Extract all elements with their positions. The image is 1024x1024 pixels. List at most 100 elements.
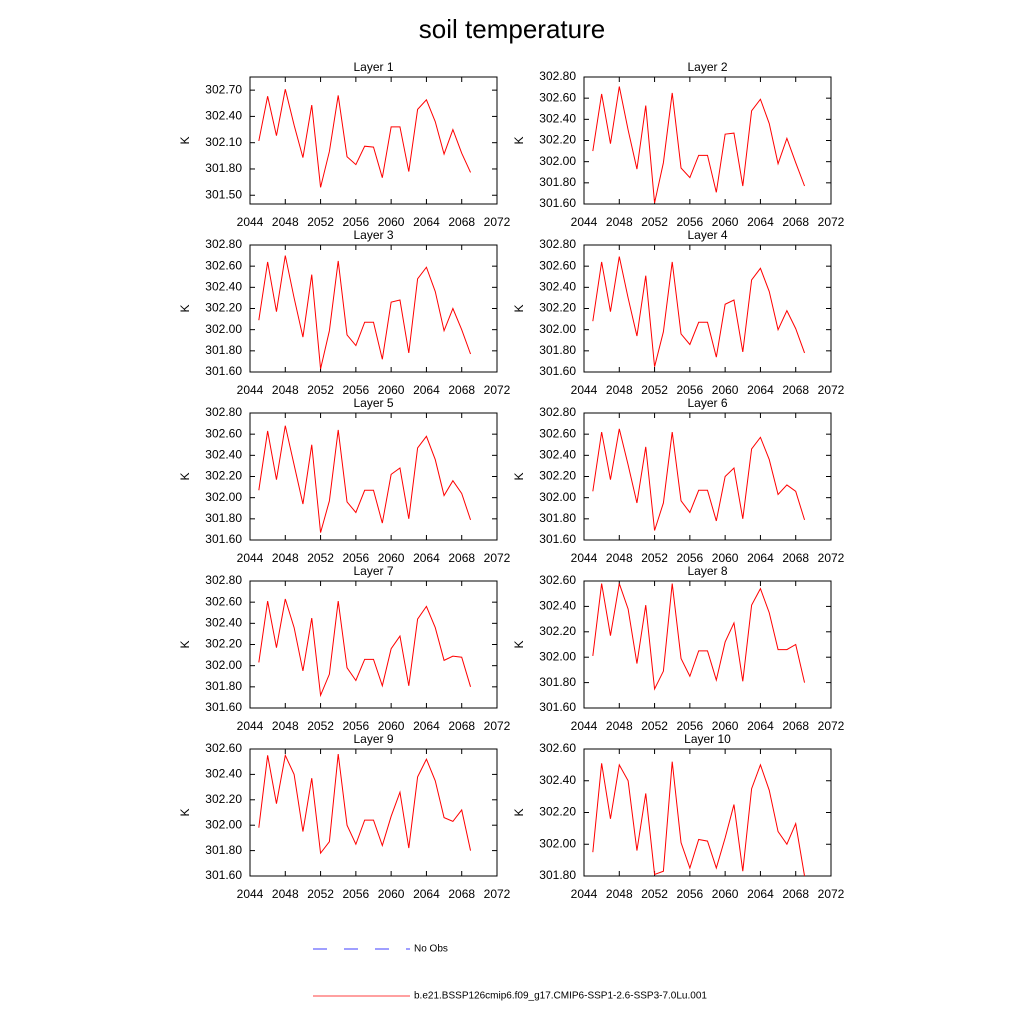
x-tick-label: 2060	[712, 719, 739, 733]
x-tick-label: 2068	[782, 719, 809, 733]
y-tick-label: 302.60	[205, 741, 242, 755]
y-tick-label: 302.10	[205, 135, 242, 149]
x-tick-label: 2064	[747, 719, 774, 733]
panel-title: Layer 6	[687, 396, 727, 410]
data-line	[258, 89, 471, 188]
data-line	[592, 428, 806, 531]
x-tick-label: 2048	[606, 551, 633, 565]
y-tick-label: 302.20	[539, 133, 576, 147]
x-tick-label: 2052	[307, 383, 334, 397]
y-tick-label: 302.60	[539, 90, 576, 104]
y-axis-label: K	[178, 136, 192, 144]
x-tick-label: 2060	[378, 215, 405, 229]
plot-frame	[583, 412, 832, 541]
x-tick-label: 2072	[818, 887, 845, 901]
x-tick-label: 2056	[677, 551, 704, 565]
x-tick-label: 2064	[413, 383, 440, 397]
panel-title: Layer 8	[687, 564, 727, 578]
y-tick-label: 302.40	[205, 280, 242, 294]
y-tick-label: 302.80	[205, 237, 242, 251]
x-tick-label: 2048	[606, 887, 633, 901]
x-tick-label: 2048	[272, 383, 299, 397]
x-tick-label: 2064	[413, 551, 440, 565]
plot-frame	[583, 244, 832, 373]
x-tick-label: 2048	[272, 887, 299, 901]
x-tick-label: 2072	[484, 887, 511, 901]
x-tick-label: 2068	[782, 215, 809, 229]
y-axis-label: K	[512, 304, 526, 312]
y-tick-label: 302.20	[539, 469, 576, 483]
y-tick-label: 302.60	[539, 258, 576, 272]
x-tick-label: 2044	[237, 551, 264, 565]
y-axis-label: K	[178, 304, 192, 312]
x-tick-label: 2044	[237, 719, 264, 733]
y-tick-label: 302.20	[205, 792, 242, 806]
x-tick-label: 2044	[571, 719, 598, 733]
x-tick-label: 2072	[484, 215, 511, 229]
y-tick-label: 301.60	[539, 700, 576, 714]
y-tick-label: 302.00	[205, 817, 242, 831]
x-tick-label: 2068	[448, 215, 475, 229]
x-tick-label: 2048	[272, 551, 299, 565]
x-tick-label: 2044	[571, 551, 598, 565]
data-line	[258, 425, 472, 533]
y-tick-label: 302.40	[205, 448, 242, 462]
x-tick-label: 2044	[237, 215, 264, 229]
y-tick-label: 301.60	[205, 700, 242, 714]
y-tick-label: 302.40	[205, 767, 242, 781]
x-tick-label: 2056	[343, 551, 370, 565]
y-axis-label: K	[178, 808, 192, 816]
x-tick-label: 2048	[606, 215, 633, 229]
x-tick-label: 2068	[448, 551, 475, 565]
y-tick-label: 301.60	[539, 364, 576, 378]
x-tick-label: 2060	[378, 719, 405, 733]
y-tick-label: 302.40	[205, 616, 242, 630]
legend-label: b.e21.BSSP126cmip6.f09_g17.CMIP6-SSP1-2.…	[414, 991, 707, 1002]
x-tick-label: 2072	[484, 719, 511, 733]
y-axis-label: K	[178, 640, 192, 648]
x-tick-label: 2044	[571, 887, 598, 901]
y-tick-label: 302.60	[539, 573, 576, 587]
x-tick-label: 2060	[712, 383, 739, 397]
y-tick-label: 302.80	[539, 69, 576, 83]
x-tick-label: 2072	[484, 383, 511, 397]
y-tick-label: 301.60	[539, 196, 576, 210]
x-tick-label: 2056	[677, 215, 704, 229]
plot-frame	[249, 412, 498, 541]
x-tick-label: 2072	[818, 215, 845, 229]
x-tick-label: 2056	[343, 383, 370, 397]
x-tick-label: 2056	[343, 887, 370, 901]
data-line	[592, 761, 806, 877]
y-tick-label: 302.20	[539, 624, 576, 638]
y-tick-label: 301.80	[539, 511, 576, 525]
data-line	[258, 598, 472, 698]
y-tick-label: 302.00	[539, 836, 576, 850]
x-tick-label: 2052	[307, 887, 334, 901]
y-tick-label: 301.80	[539, 175, 576, 189]
x-tick-label: 2044	[571, 383, 598, 397]
x-tick-label: 2068	[782, 551, 809, 565]
y-tick-label: 302.80	[205, 573, 242, 587]
y-tick-label: 302.00	[539, 154, 576, 168]
x-tick-label: 2060	[378, 887, 405, 901]
y-tick-label: 301.50	[205, 187, 242, 201]
x-tick-label: 2064	[413, 215, 440, 229]
y-tick-label: 302.40	[539, 448, 576, 462]
data-line	[258, 255, 472, 369]
x-tick-label: 2060	[378, 383, 405, 397]
page-title: soil temperature	[419, 14, 605, 44]
legend-label: No Obs	[414, 944, 448, 955]
data-line	[258, 753, 472, 855]
y-tick-label: 302.00	[205, 490, 242, 504]
x-tick-label: 2044	[237, 887, 264, 901]
x-tick-label: 2068	[448, 887, 475, 901]
x-tick-label: 2048	[272, 719, 299, 733]
panel-title: Layer 5	[353, 396, 393, 410]
x-tick-label: 2048	[606, 383, 633, 397]
x-tick-label: 2060	[712, 887, 739, 901]
y-tick-label: 301.80	[205, 679, 242, 693]
x-tick-label: 2052	[641, 887, 668, 901]
y-tick-label: 302.20	[539, 301, 576, 315]
x-tick-label: 2068	[782, 383, 809, 397]
